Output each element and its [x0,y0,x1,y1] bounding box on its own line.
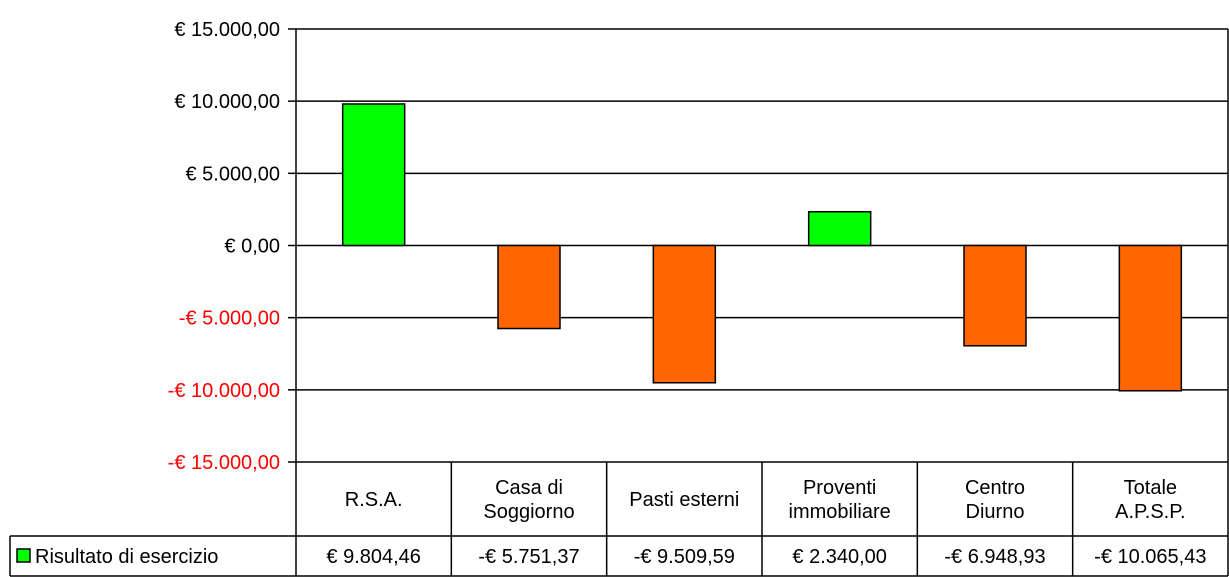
category-label: Pasti esterni [629,489,739,511]
data-label: -€ 5.751,37 [478,546,579,568]
data-label: -€ 9.509,59 [634,546,735,568]
data-table: R.S.A. Casa di Soggiorno Pasti esterni Prove… [9,29,1229,577]
bars [341,103,1183,392]
y-tick-labels: € 15.000,00 € 10.000,00 € 5.000,00 € 0,00 -€… [168,19,280,474]
bar [497,244,561,330]
bar [652,244,717,384]
legend-label: Risultato di esercizio [35,546,218,568]
bar [341,103,406,247]
bar [807,210,872,247]
legend-swatch [16,548,31,563]
y-tick-label: € 5.000,00 [185,163,280,185]
y-tick-label: -€ 15.000,00 [168,452,280,474]
category-label: R.S.A. [345,489,403,511]
axes [288,28,297,576]
data-label: € 9.804,46 [326,546,421,568]
y-tick-label: € 15.000,00 [174,19,280,41]
y-tick-label: € 0,00 [224,236,280,258]
bar [963,244,1027,347]
data-label: -€ 6.948,93 [944,546,1045,568]
data-label: -€ 10.065,43 [1094,546,1206,568]
y-tick-label: -€ 5.000,00 [179,308,280,330]
gridlines [296,28,1228,391]
y-tick-label: -€ 10.000,00 [168,380,280,402]
category-label: Proventi immobiliare [789,477,891,523]
category-label: Centro Diurno [965,477,1025,523]
category-label: Totale A.P.S.P. [1115,477,1185,523]
bar [1118,244,1183,392]
category-label: Casa di Soggiorno [483,477,574,523]
data-label: € 2.340,00 [792,546,887,568]
y-tick-label: € 10.000,00 [174,91,280,113]
